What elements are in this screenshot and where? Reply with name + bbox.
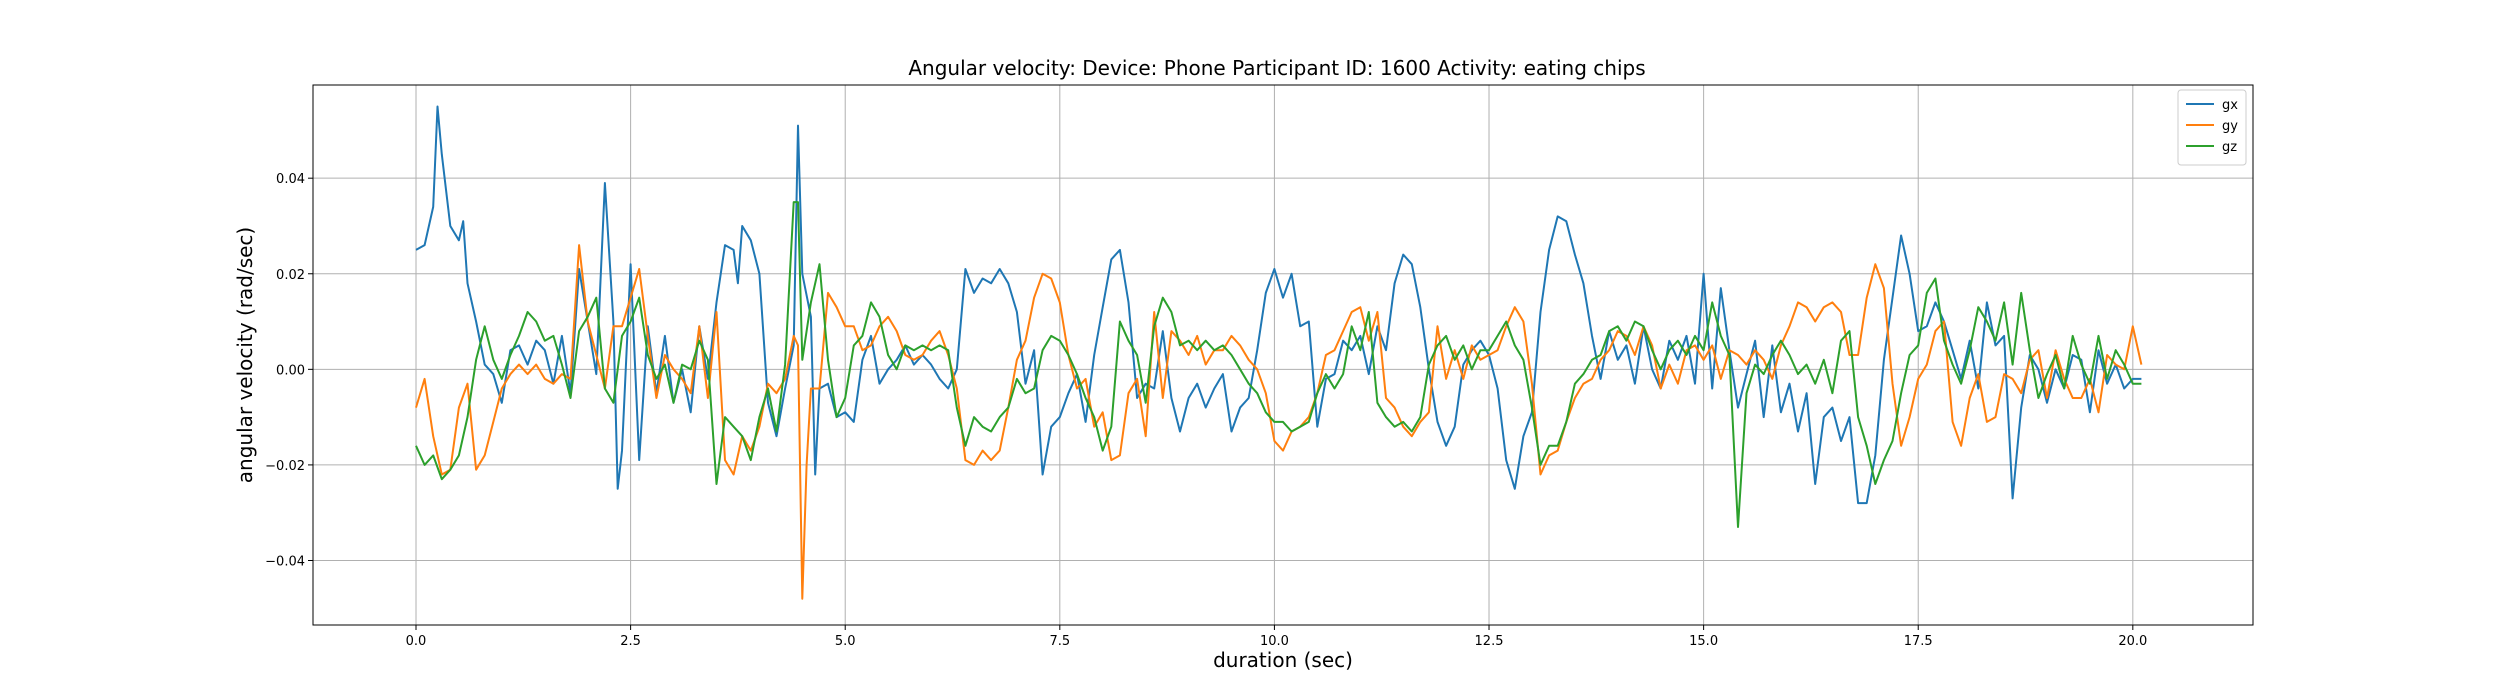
y-tick-label: −0.04 bbox=[265, 554, 305, 569]
x-tick-label: 0.0 bbox=[406, 634, 427, 649]
x-tick-label: 7.5 bbox=[1049, 634, 1070, 649]
x-tick-label: 5.0 bbox=[835, 634, 856, 649]
x-tick-label: 15.0 bbox=[1689, 634, 1718, 649]
y-tick-label: 0.00 bbox=[276, 363, 305, 378]
y-tick-label: −0.02 bbox=[265, 459, 305, 474]
x-tick-label: 10.0 bbox=[1260, 634, 1289, 649]
legend-label-gy: gy bbox=[2222, 119, 2238, 134]
x-tick-label: 20.0 bbox=[2118, 634, 2147, 649]
series-line-gz bbox=[415, 201, 2142, 528]
y-axis-label: angular velocity (rad/sec) bbox=[233, 227, 257, 483]
legend-label-gx: gx bbox=[2222, 98, 2238, 113]
x-tick-label: 12.5 bbox=[1475, 634, 1504, 649]
plot-frame bbox=[312, 84, 2254, 626]
legend: gx gy gz bbox=[2177, 89, 2247, 166]
series-lines bbox=[415, 105, 2143, 600]
grid-lines bbox=[313, 85, 2253, 625]
series-line-gx bbox=[415, 105, 2142, 505]
legend-label-gz: gz bbox=[2222, 140, 2237, 155]
x-axis-label: duration (sec) bbox=[1213, 648, 1353, 672]
chart-title: Angular velocity: Device: Phone Particip… bbox=[908, 56, 1645, 80]
x-tick-label: 17.5 bbox=[1904, 634, 1933, 649]
y-tick-label: 0.02 bbox=[276, 268, 305, 283]
y-tick-label: 0.04 bbox=[276, 172, 305, 187]
x-tick-label: 2.5 bbox=[620, 634, 641, 649]
axis-ticks: 0.0 2.5 5.0 7.5 10.0 12.5 15.0 17.5 20.0 −0.04 −0.… bbox=[265, 172, 2147, 649]
